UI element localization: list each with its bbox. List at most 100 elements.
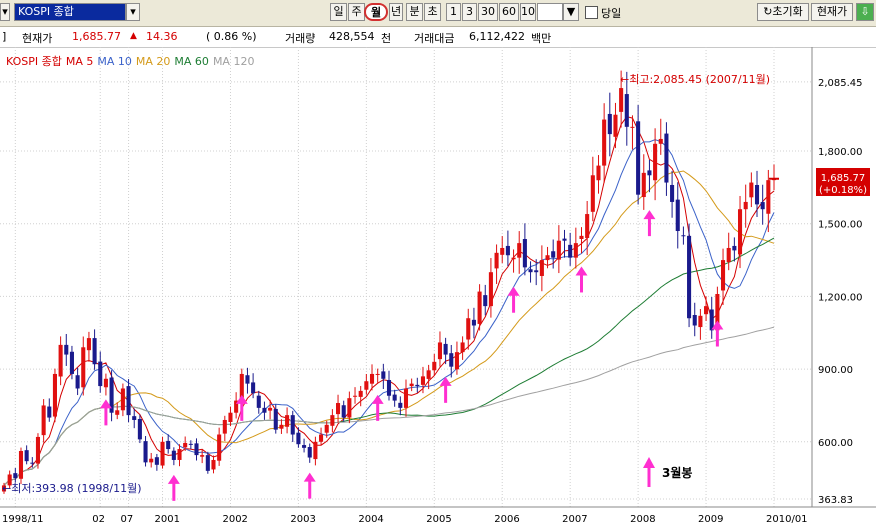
x-tick-label: 1998/11 <box>2 514 44 525</box>
candle-body <box>234 400 239 413</box>
ma-line <box>3 139 775 486</box>
candle-body <box>24 450 29 462</box>
candle-body <box>545 255 550 261</box>
candle-body <box>737 209 743 255</box>
candle-body <box>149 458 154 463</box>
ma-line <box>3 116 775 486</box>
legend-arrow-icon <box>643 457 655 487</box>
interval-3-button[interactable]: 3 <box>462 3 477 21</box>
candle-body <box>624 94 629 127</box>
march-arrow-icon <box>167 474 180 501</box>
candle-body <box>200 455 205 457</box>
candle-body <box>437 342 442 360</box>
candle-body <box>75 375 80 389</box>
candle-body <box>290 415 295 435</box>
candle-body <box>18 450 24 479</box>
candle-body <box>330 415 335 426</box>
candle-body <box>488 272 493 307</box>
download-icon[interactable]: ⇩ <box>856 3 874 21</box>
candle-body <box>653 143 658 181</box>
candle-body <box>109 377 114 413</box>
interval-1-button[interactable]: 1 <box>446 3 461 21</box>
x-tick-label: 2009 <box>698 514 723 525</box>
candle-body <box>307 447 312 458</box>
candle-body <box>647 170 652 176</box>
march-arrow-icon <box>303 472 316 499</box>
candle-body <box>709 309 714 331</box>
candle-body <box>324 424 329 433</box>
market-select[interactable]: KOSPI 종합 <box>14 3 126 21</box>
candle-body <box>483 295 488 307</box>
candle-body <box>285 415 290 427</box>
candle-body <box>41 405 46 436</box>
candle-body <box>103 378 108 388</box>
candle-body <box>132 416 137 420</box>
legend-item: MA 5 <box>65 55 94 68</box>
period-minute-button[interactable]: 분 <box>406 3 423 21</box>
march-arrows <box>99 210 724 501</box>
candle-body <box>641 172 646 198</box>
candle-body <box>619 88 624 112</box>
candle-body <box>534 270 539 273</box>
candle-body <box>732 245 737 251</box>
x-tick-label: 2002 <box>222 514 247 525</box>
candle-body <box>273 408 278 430</box>
candle-body <box>262 407 267 413</box>
candle-body <box>52 373 57 417</box>
candle-body <box>217 434 222 461</box>
amount-value: 6,112,422 <box>469 30 525 43</box>
interval-input[interactable] <box>537 3 563 21</box>
interval-dropdown-arrow-icon[interactable]: ▼ <box>563 3 579 21</box>
candle-body <box>69 351 74 374</box>
candle-body <box>539 260 544 276</box>
x-axis-ticks: 1998/11 02 07 2001 2002 2003 2004 2005 2006 2007 2… <box>2 514 808 525</box>
reset-button[interactable]: ↻초기화 <box>757 3 809 21</box>
candle-body <box>313 441 318 460</box>
candle-body <box>239 373 244 399</box>
current-price-button[interactable]: 현재가 <box>811 3 853 21</box>
march-arrow-icon <box>235 394 248 421</box>
candle-body <box>573 243 578 258</box>
candle-body <box>347 398 352 418</box>
period-year-button[interactable]: 년 <box>389 3 403 21</box>
candle-body <box>1 485 7 492</box>
march-arrow-icon <box>507 286 520 313</box>
legend-item: MA 20 <box>135 55 171 68</box>
interval-60-button[interactable]: 60 <box>499 3 519 21</box>
interval-10-button[interactable]: 10 <box>520 3 536 21</box>
candle-body <box>596 165 601 181</box>
period-week-button[interactable]: 주 <box>348 3 365 21</box>
candle-body <box>664 133 669 183</box>
legend-item: MA 10 <box>97 55 132 68</box>
march-arrow-icon <box>371 394 384 421</box>
candle-body <box>222 419 227 434</box>
candle-body <box>92 338 97 365</box>
candle-body <box>319 434 324 442</box>
candle-body <box>568 244 573 258</box>
candle-body <box>98 361 103 387</box>
candle-body <box>698 315 703 328</box>
march-arrow-icon <box>575 266 588 293</box>
candle-body <box>154 457 159 465</box>
period-month-button[interactable]: 월 <box>364 3 388 21</box>
period-second-button[interactable]: 초 <box>424 3 441 21</box>
period-day-button[interactable]: 일 <box>330 3 347 21</box>
candle-body <box>454 352 459 370</box>
candle-body <box>602 119 607 166</box>
candle-body <box>675 199 680 232</box>
interval-30-button[interactable]: 30 <box>478 3 498 21</box>
y-tick-label: 1,800.00 <box>818 147 863 158</box>
candle-body <box>398 402 403 408</box>
candle-body <box>749 182 754 198</box>
march-arrow-icon <box>643 210 656 237</box>
candle-body <box>211 459 216 470</box>
same-day-checkbox[interactable] <box>585 6 598 19</box>
market-dropdown-arrow-icon[interactable]: ▾ <box>126 3 140 21</box>
y-tick-label: 2,085.45 <box>818 78 863 89</box>
candle-body <box>251 382 256 394</box>
candle-body <box>766 180 771 214</box>
march-arrow-icon <box>711 320 724 347</box>
prev-dropdown-button[interactable]: ▾ <box>0 3 10 21</box>
candle-body <box>590 175 595 212</box>
legend-item: KOSPI 종합 <box>6 55 62 68</box>
